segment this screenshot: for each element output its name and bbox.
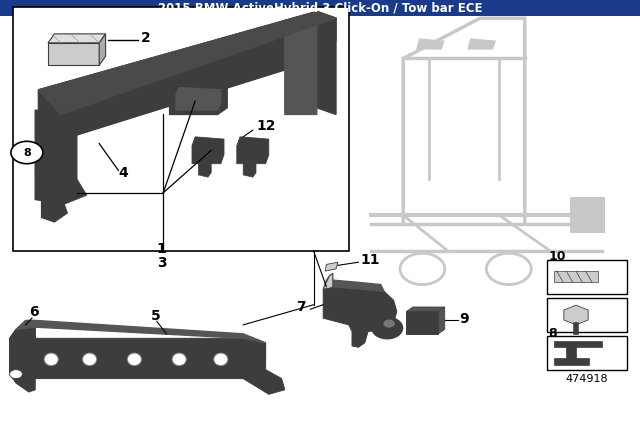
Ellipse shape xyxy=(44,353,58,366)
Ellipse shape xyxy=(214,353,228,366)
Polygon shape xyxy=(554,271,598,282)
Polygon shape xyxy=(406,311,438,334)
Text: 10: 10 xyxy=(548,250,566,263)
Text: 1: 1 xyxy=(157,242,166,256)
Text: 2: 2 xyxy=(141,31,150,45)
Text: 7: 7 xyxy=(296,301,305,314)
Polygon shape xyxy=(16,320,266,343)
Text: 9: 9 xyxy=(460,312,469,326)
Bar xyxy=(0,0,640,16)
Polygon shape xyxy=(243,338,285,394)
Polygon shape xyxy=(406,307,445,311)
Circle shape xyxy=(383,319,395,327)
Polygon shape xyxy=(170,83,227,114)
Polygon shape xyxy=(467,39,496,50)
Polygon shape xyxy=(325,262,338,271)
Text: 4: 4 xyxy=(118,166,128,180)
Bar xyxy=(547,336,627,370)
Polygon shape xyxy=(35,110,77,179)
Polygon shape xyxy=(323,273,333,289)
Polygon shape xyxy=(317,12,336,114)
Ellipse shape xyxy=(127,353,141,366)
Polygon shape xyxy=(10,325,35,374)
Text: 474918: 474918 xyxy=(566,374,609,383)
Bar xyxy=(13,7,349,251)
Polygon shape xyxy=(42,199,67,222)
Polygon shape xyxy=(99,34,106,65)
Polygon shape xyxy=(237,137,269,164)
Ellipse shape xyxy=(172,353,186,366)
Circle shape xyxy=(11,141,43,164)
Polygon shape xyxy=(416,39,445,50)
Text: 8: 8 xyxy=(23,147,31,158)
Polygon shape xyxy=(243,164,256,177)
Polygon shape xyxy=(10,325,266,392)
Bar xyxy=(547,260,627,293)
Polygon shape xyxy=(192,137,224,164)
Polygon shape xyxy=(323,273,397,347)
Text: 6: 6 xyxy=(29,305,38,319)
Text: 2015 BMW ActiveHybrid 3 Click-On / Tow bar ECE: 2015 BMW ActiveHybrid 3 Click-On / Tow b… xyxy=(157,2,483,15)
Polygon shape xyxy=(333,280,384,291)
Polygon shape xyxy=(554,340,602,365)
Polygon shape xyxy=(38,12,336,114)
Circle shape xyxy=(10,370,22,379)
Polygon shape xyxy=(38,12,336,139)
Bar xyxy=(547,298,627,332)
Polygon shape xyxy=(285,12,317,114)
Text: 5: 5 xyxy=(150,310,160,323)
Polygon shape xyxy=(48,43,99,65)
Polygon shape xyxy=(35,172,86,204)
Text: 12: 12 xyxy=(256,119,275,133)
Circle shape xyxy=(372,317,403,339)
Polygon shape xyxy=(48,34,106,43)
Polygon shape xyxy=(176,88,221,110)
Ellipse shape xyxy=(83,353,97,366)
Polygon shape xyxy=(198,164,211,177)
Text: 11: 11 xyxy=(360,254,380,267)
Text: 3: 3 xyxy=(157,256,166,270)
Bar xyxy=(570,197,605,233)
Polygon shape xyxy=(438,307,445,334)
Text: 8: 8 xyxy=(548,327,557,340)
